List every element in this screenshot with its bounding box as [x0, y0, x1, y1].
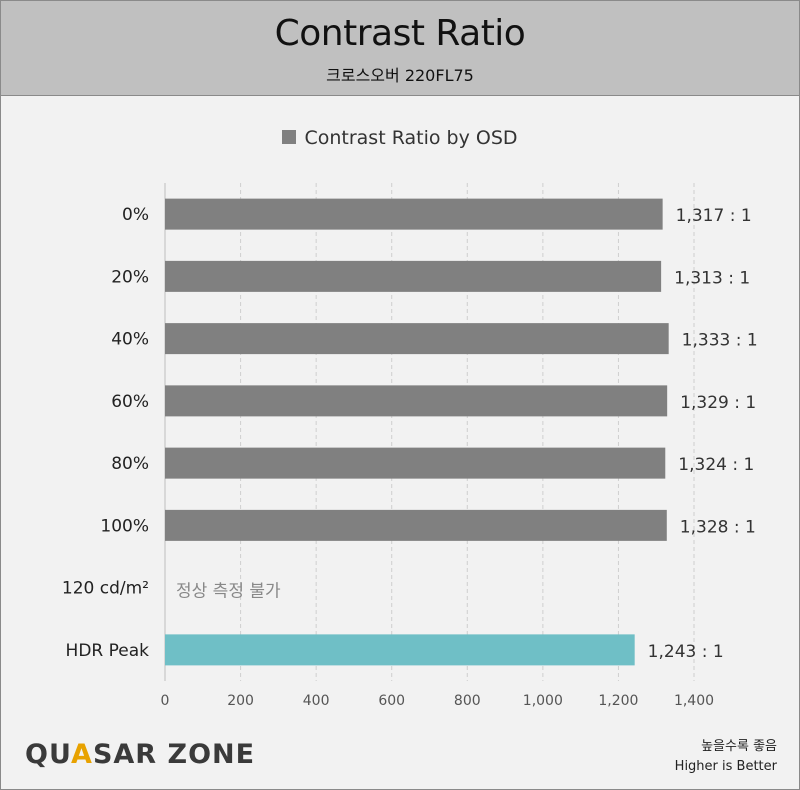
category-label: 80%	[111, 454, 149, 474]
category-label: 0%	[122, 205, 149, 225]
logo-text-accent: A	[71, 739, 93, 770]
logo-text-right: SAR ZONE	[92, 739, 256, 770]
footnote: 높을수록 좋음 Higher is Better	[675, 737, 777, 777]
x-tick-label: 400	[303, 693, 330, 709]
x-tick-label: 600	[378, 693, 405, 709]
bar	[165, 385, 668, 417]
x-tick-label: 1,000	[523, 693, 563, 709]
legend-label: Contrast Ratio by OSD	[304, 127, 518, 149]
bar-value-label: 1,243 : 1	[648, 642, 724, 662]
x-tick-label: 800	[454, 693, 481, 709]
bar	[165, 447, 666, 479]
x-tick-label: 1,200	[598, 693, 638, 709]
logo-text-left: QU	[25, 739, 72, 770]
category-label: 60%	[111, 392, 149, 412]
category-label: 40%	[111, 330, 149, 350]
bar-value-label: 1,317 : 1	[676, 206, 752, 226]
x-tick-label: 0	[161, 693, 170, 709]
footnote-korean: 높을수록 좋음	[701, 739, 777, 754]
bar	[165, 323, 669, 355]
bar-value-label: 1,324 : 1	[678, 455, 754, 475]
bar	[165, 634, 635, 666]
bar-value-label: 1,333 : 1	[682, 331, 758, 351]
chart-header: Contrast Ratio 크로스오버 220FL75	[1, 1, 799, 96]
footnote-english: Higher is Better	[674, 759, 777, 774]
x-tick-label: 1,400	[674, 693, 714, 709]
bar-value-label: 1,313 : 1	[674, 268, 750, 288]
chart-title: Contrast Ratio	[274, 13, 526, 54]
not-measurable-label: 정상 측정 불가	[176, 582, 281, 602]
legend-swatch	[282, 130, 297, 144]
quasarzone-logo: QUASAR ZONE	[25, 739, 255, 770]
bar-value-label: 1,329 : 1	[680, 393, 756, 413]
chart-legend: Contrast Ratio by OSD	[1, 127, 799, 149]
bar-value-label: 1,328 : 1	[680, 517, 756, 537]
bar	[165, 260, 662, 292]
chart-subtitle: 크로스오버 220FL75	[326, 66, 474, 85]
x-tick-label: 200	[227, 693, 254, 709]
bar	[165, 509, 667, 541]
category-label: 120 cd/m²	[62, 579, 149, 599]
category-label: HDR Peak	[66, 641, 150, 661]
category-label: 20%	[111, 267, 149, 287]
bar	[165, 198, 663, 230]
category-label: 100%	[100, 516, 149, 536]
